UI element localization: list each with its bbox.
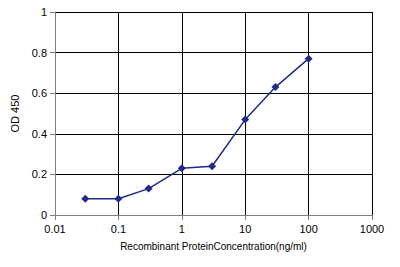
svg-text:0.8: 0.8 [32,47,47,59]
svg-text:OD 450: OD 450 [9,95,21,133]
svg-text:0: 0 [41,209,47,221]
svg-text:0.2: 0.2 [32,168,47,180]
svg-text:0.01: 0.01 [44,223,65,235]
svg-text:100: 100 [299,223,317,235]
svg-text:0.1: 0.1 [111,223,126,235]
svg-text:0.4: 0.4 [32,128,47,140]
svg-text:1: 1 [179,223,185,235]
svg-text:Recombinant ProteinConcentrati: Recombinant ProteinConcentration(ng/ml) [120,241,307,252]
svg-text:10: 10 [239,223,251,235]
svg-text:1: 1 [41,6,47,18]
svg-text:1000: 1000 [360,223,384,235]
svg-text:0.6: 0.6 [32,87,47,99]
